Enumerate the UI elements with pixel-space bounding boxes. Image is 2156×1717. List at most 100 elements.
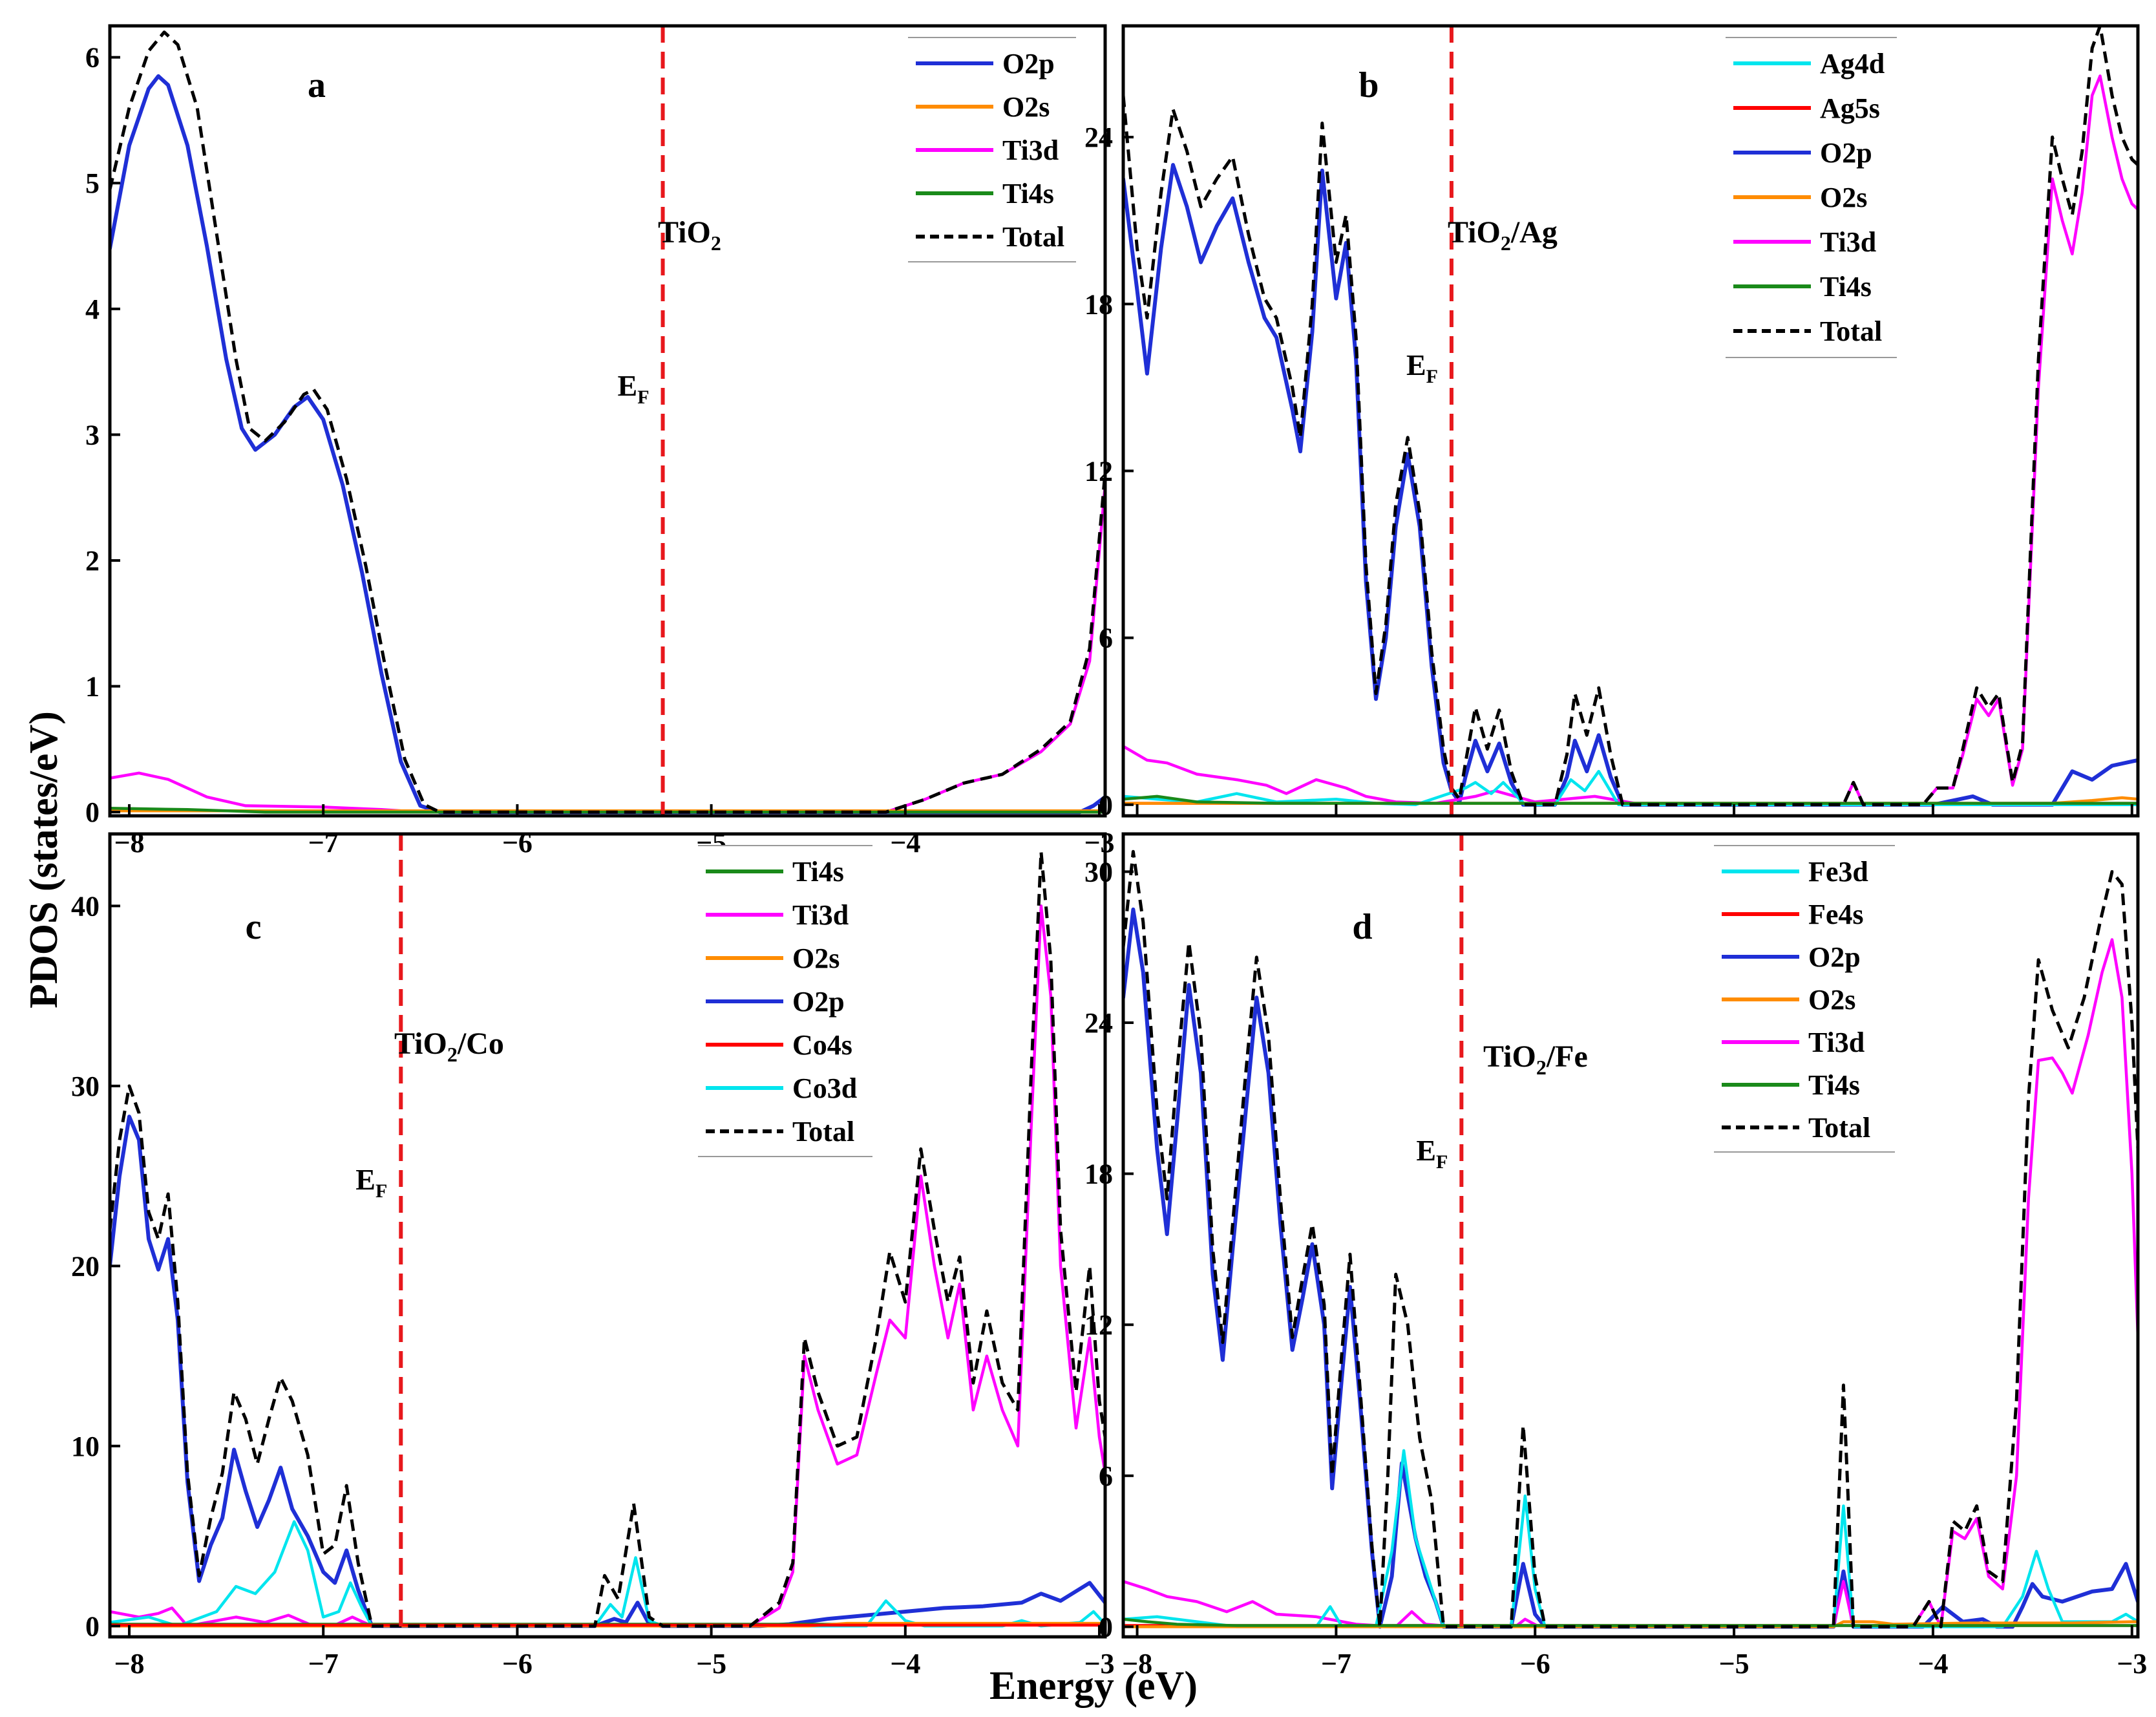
y-tick-label-d: 30 (1084, 856, 1113, 888)
legend-a: O2p O2s Ti3d Ti4s Total (907, 37, 1077, 262)
panel-c: 0 10 20 30 40 −8 −7 −6 −5 −4 −3 c TiO2/Co EF Ti4s Ti3d O… (71, 832, 1115, 1680)
axes-frame-b (1121, 24, 2140, 818)
y-tick-label-b: 18 (1084, 288, 1113, 320)
panel-letter-a: a (308, 65, 326, 105)
legend-label-c-o2p: O2p (792, 986, 845, 1018)
legend-label-d-fe3d: Fe3d (1808, 856, 1868, 888)
x-tick-label-a: −6 (502, 827, 533, 858)
x-tick-label-c: −6 (502, 1648, 533, 1680)
panel-b: 0 6 12 18 24 b TiO2/Ag EF Ag4d Ag5s O2p O2s Ti3d Ti4s… (1084, 24, 2140, 821)
series-group-a (110, 30, 1105, 815)
legend-label-b-ti4s: Ti4s (1820, 271, 1872, 303)
y-tick-label-c: 30 (71, 1071, 100, 1102)
y-tick-label-d: 24 (1084, 1007, 1113, 1039)
axes-frame-d (1121, 832, 2140, 1639)
legend-label-b-o2p: O2p (1820, 137, 1872, 169)
y-tick-label-a: 4 (85, 293, 100, 325)
y-tick-label-c: 10 (71, 1431, 100, 1462)
legend-d: Fe3d Fe4s O2p O2s Ti3d Ti4s Total (1713, 845, 1896, 1153)
y-tick-label-a: 0 (85, 796, 100, 828)
legend-label-b-o2s: O2s (1820, 182, 1867, 213)
legend-c: Ti4s Ti3d O2s O2p Co4s Co3d Total (697, 845, 873, 1157)
y-tick-label-b: 12 (1084, 455, 1113, 487)
panel-letter-c: c (246, 907, 262, 947)
y-tick-label-a: 2 (85, 545, 100, 577)
x-tick-label-d: −7 (1321, 1648, 1351, 1680)
legend-label-d-total: Total (1808, 1112, 1870, 1144)
x-tick-label-c: −8 (114, 1648, 144, 1680)
fermi-label-c: EF (355, 1163, 387, 1202)
y-tick-label-b: 0 (1099, 789, 1113, 821)
axes-frame-a (108, 24, 1107, 818)
y-tick-label-b: 6 (1099, 623, 1113, 654)
legend-label-a-total: Total (1002, 221, 1064, 253)
fermi-label-a: EF (618, 369, 650, 408)
y-axis-label: PDOS (states/eV) (22, 711, 66, 1008)
x-tick-label-a: −3 (1084, 827, 1114, 858)
series-group-b (1123, 26, 2138, 807)
axes-frame-c (108, 832, 1107, 1639)
y-tick-label-d: 18 (1084, 1158, 1113, 1190)
series-line-c-o2p (110, 1114, 1105, 1628)
y-tick-label-c: 0 (85, 1610, 100, 1642)
legend-label-b-ti3d: Ti3d (1820, 226, 1876, 258)
legend-label-c-co4s: Co4s (792, 1029, 852, 1061)
series-line-a-total (110, 30, 1105, 814)
fermi-label-d: EF (1416, 1134, 1448, 1173)
legend-label-c-o2s: O2s (792, 943, 840, 974)
x-tick-label-d: −6 (1520, 1648, 1550, 1680)
legend-label-c-ti3d: Ti3d (792, 899, 849, 931)
legend-label-c-ti4s: Ti4s (792, 856, 844, 888)
series-line-b-ag4d (1123, 769, 2138, 807)
y-tick-label-d: 12 (1084, 1309, 1113, 1341)
legend-label-b-total: Total (1820, 315, 1882, 347)
x-tick-label-d: −8 (1122, 1648, 1152, 1680)
x-tick-label-a: −8 (114, 827, 144, 858)
y-tick-label-d: 0 (1099, 1611, 1113, 1643)
series-line-b-ti4s (1123, 795, 2138, 805)
legend-label-d-o2s: O2s (1808, 984, 1855, 1016)
x-tick-label-c: −3 (1084, 1648, 1114, 1680)
y-tick-label-c: 40 (71, 890, 100, 922)
legend-label-d-fe4s: Fe4s (1808, 899, 1864, 930)
x-tick-label-a: −7 (308, 827, 339, 858)
legend-b: Ag4d Ag5s O2p O2s Ti3d Ti4s Total (1725, 37, 1897, 358)
legend-label-b-ag5s: Ag5s (1820, 92, 1880, 124)
panel-letter-d: d (1352, 907, 1372, 947)
system-label-a: TiO2 (658, 215, 721, 255)
series-group-c (110, 850, 1105, 1628)
x-tick-label-c: −5 (696, 1648, 726, 1680)
y-tick-label-d: 6 (1099, 1460, 1113, 1492)
x-tick-label-d: −5 (1719, 1648, 1749, 1680)
x-tick-label-c: −4 (890, 1648, 920, 1680)
legend-label-c-co3d: Co3d (792, 1072, 857, 1104)
system-label-b: TiO2/Ag (1448, 215, 1558, 255)
system-label-c: TiO2/Co (394, 1027, 504, 1066)
series-line-d-fe3d (1123, 1449, 2138, 1628)
x-axis-label: Energy (eV) (989, 1664, 1198, 1708)
panel-d: 0 6 12 18 24 30 −8 −7 −6 −5 −4 −3 d TiO2/Fe EF Fe3d Fe4s… (1084, 832, 2147, 1680)
system-label-d: TiO2/Fe (1483, 1040, 1588, 1079)
legend-label-a-o2p: O2p (1002, 48, 1055, 80)
series-line-d-ti4s (1123, 1617, 2138, 1627)
series-line-b-total (1123, 26, 2138, 807)
legend-label-a-ti4s: Ti4s (1002, 178, 1054, 209)
panel-letter-b: b (1358, 65, 1379, 105)
y-tick-label-b: 24 (1084, 122, 1113, 153)
legend-label-d-ti4s: Ti4s (1808, 1069, 1860, 1101)
legend-label-b-ag4d: Ag4d (1820, 48, 1885, 80)
series-line-c-ti3d (110, 904, 1105, 1628)
y-tick-label-c: 20 (71, 1250, 100, 1282)
legend-label-d-ti3d: Ti3d (1808, 1027, 1865, 1058)
y-tick-label-a: 5 (85, 167, 100, 199)
x-tick-label-c: −7 (308, 1648, 339, 1680)
x-tick-label-a: −4 (890, 827, 920, 858)
x-tick-label-d: −4 (1918, 1648, 1948, 1680)
legend-label-c-total: Total (792, 1116, 854, 1147)
y-tick-label-a: 6 (85, 42, 100, 74)
fermi-label-b: EF (1406, 348, 1438, 387)
y-tick-label-a: 3 (85, 419, 100, 451)
